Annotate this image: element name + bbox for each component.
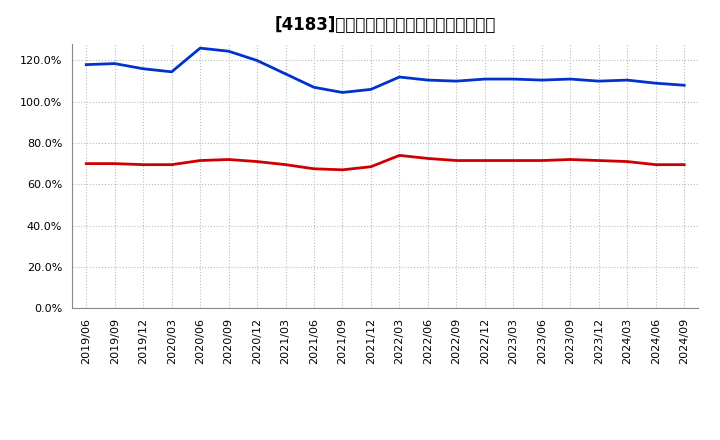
- Title: [4183]　固定比率、固定長期適合率の推移: [4183] 固定比率、固定長期適合率の推移: [274, 16, 496, 34]
- 固定長期適合率: [623, 159, 631, 164]
- 固定長期適合率: [395, 153, 404, 158]
- 固定長期適合率: [537, 158, 546, 163]
- 固定長期適合率: [110, 161, 119, 166]
- 固定長期適合率: [452, 158, 461, 163]
- 固定比率: [566, 77, 575, 82]
- 固定比率: [423, 77, 432, 83]
- 固定比率: [452, 78, 461, 84]
- 固定比率: [652, 81, 660, 86]
- 固定長期適合率: [310, 166, 318, 172]
- 固定比率: [139, 66, 148, 71]
- 固定長期適合率: [82, 161, 91, 166]
- 固定長期適合率: [652, 162, 660, 167]
- 固定長期適合率: [167, 162, 176, 167]
- 固定比率: [509, 77, 518, 82]
- 固定比率: [310, 84, 318, 90]
- 固定長期適合率: [509, 158, 518, 163]
- 固定比率: [196, 45, 204, 51]
- 固定比率: [225, 48, 233, 54]
- 固定長期適合率: [139, 162, 148, 167]
- Line: 固定比率: 固定比率: [86, 48, 684, 92]
- 固定長期適合率: [366, 164, 375, 169]
- 固定長期適合率: [566, 157, 575, 162]
- 固定長期適合率: [253, 159, 261, 164]
- 固定比率: [537, 77, 546, 83]
- 固定比率: [623, 77, 631, 83]
- 固定比率: [167, 69, 176, 74]
- 固定比率: [253, 58, 261, 63]
- 固定比率: [110, 61, 119, 66]
- 固定比率: [82, 62, 91, 67]
- Line: 固定長期適合率: 固定長期適合率: [86, 155, 684, 170]
- 固定長期適合率: [423, 156, 432, 161]
- 固定長期適合率: [338, 167, 347, 172]
- 固定比率: [395, 74, 404, 80]
- 固定比率: [595, 78, 603, 84]
- 固定比率: [480, 77, 489, 82]
- 固定長期適合率: [282, 162, 290, 167]
- 固定長期適合率: [480, 158, 489, 163]
- 固定長期適合率: [680, 162, 688, 167]
- 固定比率: [338, 90, 347, 95]
- Legend: 固定比率, 固定長期適合率: 固定比率, 固定長期適合率: [267, 434, 503, 440]
- 固定比率: [282, 71, 290, 77]
- 固定比率: [366, 87, 375, 92]
- 固定長期適合率: [595, 158, 603, 163]
- 固定長期適合率: [225, 157, 233, 162]
- 固定比率: [680, 83, 688, 88]
- 固定長期適合率: [196, 158, 204, 163]
